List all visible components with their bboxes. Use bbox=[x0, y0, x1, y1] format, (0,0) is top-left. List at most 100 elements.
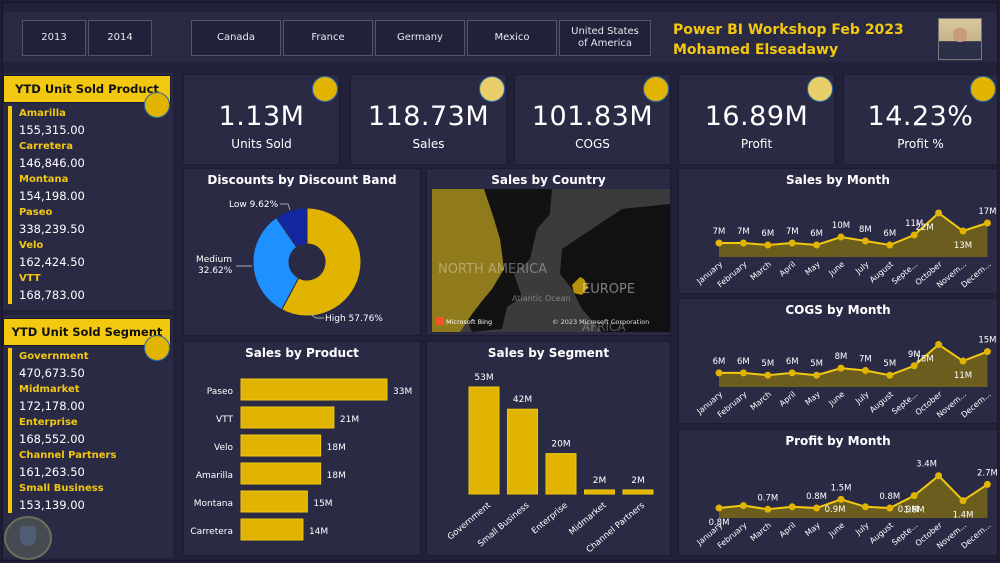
bar-small-business[interactable] bbox=[507, 408, 538, 495]
bar-amarilla[interactable] bbox=[240, 462, 322, 485]
data-point[interactable] bbox=[959, 497, 967, 505]
bar-value-label: 2M bbox=[593, 476, 607, 486]
data-point[interactable] bbox=[764, 505, 772, 513]
data-point[interactable] bbox=[715, 239, 723, 247]
data-point[interactable] bbox=[861, 237, 869, 245]
bar-montana[interactable] bbox=[240, 490, 308, 513]
slice-label-low: Low 9.62% bbox=[229, 200, 279, 210]
map-label-north-america: NORTH AMERICA bbox=[438, 262, 547, 277]
data-point[interactable] bbox=[935, 209, 943, 217]
report-title-line1: Power BI Workshop Feb 2023 bbox=[673, 22, 904, 38]
data-point[interactable] bbox=[837, 364, 845, 372]
area-fill bbox=[719, 344, 988, 387]
donut-slice-high[interactable] bbox=[281, 207, 362, 317]
bar-government[interactable] bbox=[468, 386, 500, 495]
kpi-value: 16.89M bbox=[704, 101, 809, 132]
x-axis-label: March bbox=[749, 390, 773, 413]
data-point[interactable] bbox=[788, 503, 796, 511]
data-point[interactable] bbox=[886, 504, 894, 512]
region-europe-selected[interactable] bbox=[572, 277, 588, 295]
data-point[interactable] bbox=[910, 362, 918, 370]
list-item-name[interactable]: Paseo bbox=[19, 207, 53, 218]
data-point[interactable] bbox=[935, 472, 943, 480]
sales-by-country-map[interactable]: Sales by Country NORTH AMERICA EUROPE At… bbox=[426, 168, 671, 336]
data-point[interactable] bbox=[837, 233, 845, 241]
data-point[interactable] bbox=[837, 495, 845, 503]
region-north-america[interactable] bbox=[432, 189, 504, 332]
data-point[interactable] bbox=[715, 504, 723, 512]
slicer-year-2013[interactable]: 2013 bbox=[22, 20, 86, 56]
data-label: 6M bbox=[786, 357, 799, 367]
map-label-europe: EUROPE bbox=[582, 282, 635, 297]
chart-title: Sales by Segment bbox=[487, 346, 610, 360]
bar-value-label: 33M bbox=[393, 387, 412, 397]
list-item-name[interactable]: Government bbox=[19, 351, 89, 362]
slicer-country-france[interactable]: France bbox=[283, 20, 373, 56]
bar-paseo[interactable] bbox=[240, 378, 388, 401]
slicer-country-canada[interactable]: Canada bbox=[191, 20, 281, 56]
list-item-name[interactable]: Amarilla bbox=[19, 108, 66, 119]
chart-title: COGS by Month bbox=[785, 303, 891, 317]
data-point[interactable] bbox=[788, 369, 796, 377]
data-point[interactable] bbox=[910, 231, 918, 239]
donut-slice-medium[interactable] bbox=[252, 216, 300, 311]
data-label: 3.4M bbox=[916, 460, 937, 470]
area-chart: 7MJanuary7MFebruary6MMarch7MApril6MMay10… bbox=[695, 207, 997, 290]
data-point[interactable] bbox=[813, 504, 821, 512]
chart-title: Sales by Country bbox=[491, 173, 606, 187]
list-item-name[interactable]: Montana bbox=[19, 174, 69, 185]
data-point[interactable] bbox=[813, 241, 821, 249]
slicer-country-germany[interactable]: Germany bbox=[375, 20, 465, 56]
bar-midmarket[interactable] bbox=[584, 489, 615, 495]
bar-category-label: Amarilla bbox=[196, 471, 233, 481]
data-point[interactable] bbox=[983, 348, 991, 356]
bar-value-label: 18M bbox=[327, 471, 346, 481]
kpi-label: Sales bbox=[412, 137, 445, 151]
slicer-country-mexico[interactable]: Mexico bbox=[467, 20, 557, 56]
data-point[interactable] bbox=[959, 227, 967, 235]
data-point[interactable] bbox=[715, 369, 723, 377]
list-item-name[interactable]: Enterprise bbox=[19, 417, 78, 428]
status-dot-icon bbox=[807, 76, 833, 102]
data-point[interactable] bbox=[739, 369, 747, 377]
data-point[interactable] bbox=[764, 371, 772, 379]
data-point[interactable] bbox=[959, 357, 967, 365]
x-axis-label: March bbox=[749, 521, 773, 544]
profit-by-month-chart: Profit by Month 0.8M January February 0.7M M… bbox=[678, 429, 998, 556]
bar-vtt[interactable] bbox=[240, 406, 335, 429]
data-point[interactable] bbox=[886, 371, 894, 379]
donut-slice-low[interactable] bbox=[275, 207, 308, 248]
list-item-name[interactable]: Velo bbox=[19, 240, 44, 251]
x-axis-label: July bbox=[853, 520, 871, 537]
bar-velo[interactable] bbox=[240, 434, 322, 457]
data-point[interactable] bbox=[983, 219, 991, 227]
data-point[interactable] bbox=[813, 371, 821, 379]
list-item-name[interactable]: Midmarket bbox=[19, 384, 80, 395]
data-point[interactable] bbox=[764, 241, 772, 249]
data-point[interactable] bbox=[788, 239, 796, 247]
data-point[interactable] bbox=[910, 492, 918, 500]
kpi-value: 118.73M bbox=[367, 101, 490, 132]
map-canvas[interactable]: NORTH AMERICA EUROPE Atlantic Ocean AFRI… bbox=[432, 189, 670, 332]
data-label: 6M bbox=[737, 357, 750, 367]
list-item-name[interactable]: Small Business bbox=[19, 483, 104, 494]
bar-carretera[interactable] bbox=[240, 518, 304, 541]
data-point[interactable] bbox=[983, 480, 991, 488]
list-item-name[interactable]: Carretera bbox=[19, 141, 73, 152]
data-label: 6M bbox=[810, 229, 823, 239]
bar-channel-partners[interactable] bbox=[622, 489, 654, 495]
data-point[interactable] bbox=[861, 503, 869, 511]
data-point[interactable] bbox=[861, 366, 869, 374]
list-item-name[interactable]: VTT bbox=[19, 273, 41, 284]
data-point[interactable] bbox=[739, 502, 747, 510]
slicer-country-usa[interactable]: United States of America bbox=[559, 20, 651, 56]
slicer-year-2014[interactable]: 2014 bbox=[88, 20, 152, 56]
bar-enterprise[interactable] bbox=[545, 453, 577, 495]
list-item-name[interactable]: Channel Partners bbox=[19, 450, 117, 461]
data-point[interactable] bbox=[886, 241, 894, 249]
data-point[interactable] bbox=[739, 239, 747, 247]
map-label-atlantic: Atlantic Ocean bbox=[512, 294, 571, 303]
map-attribution-copyright: © 2023 Microsoft Corporation bbox=[552, 318, 649, 326]
data-point[interactable] bbox=[935, 341, 943, 349]
